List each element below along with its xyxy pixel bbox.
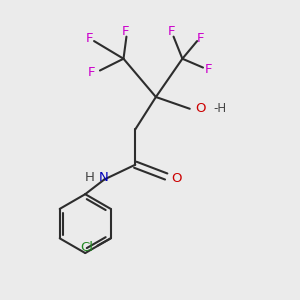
Text: F: F xyxy=(87,66,95,80)
Text: O: O xyxy=(171,172,182,185)
Text: H: H xyxy=(85,172,94,184)
Text: N: N xyxy=(98,172,108,184)
Text: O: O xyxy=(196,102,206,115)
Text: F: F xyxy=(86,32,93,45)
Text: Cl: Cl xyxy=(80,241,93,254)
Text: -H: -H xyxy=(213,102,226,115)
Text: F: F xyxy=(122,25,130,38)
Text: F: F xyxy=(167,25,175,38)
Text: F: F xyxy=(196,32,204,45)
Text: F: F xyxy=(205,63,213,76)
